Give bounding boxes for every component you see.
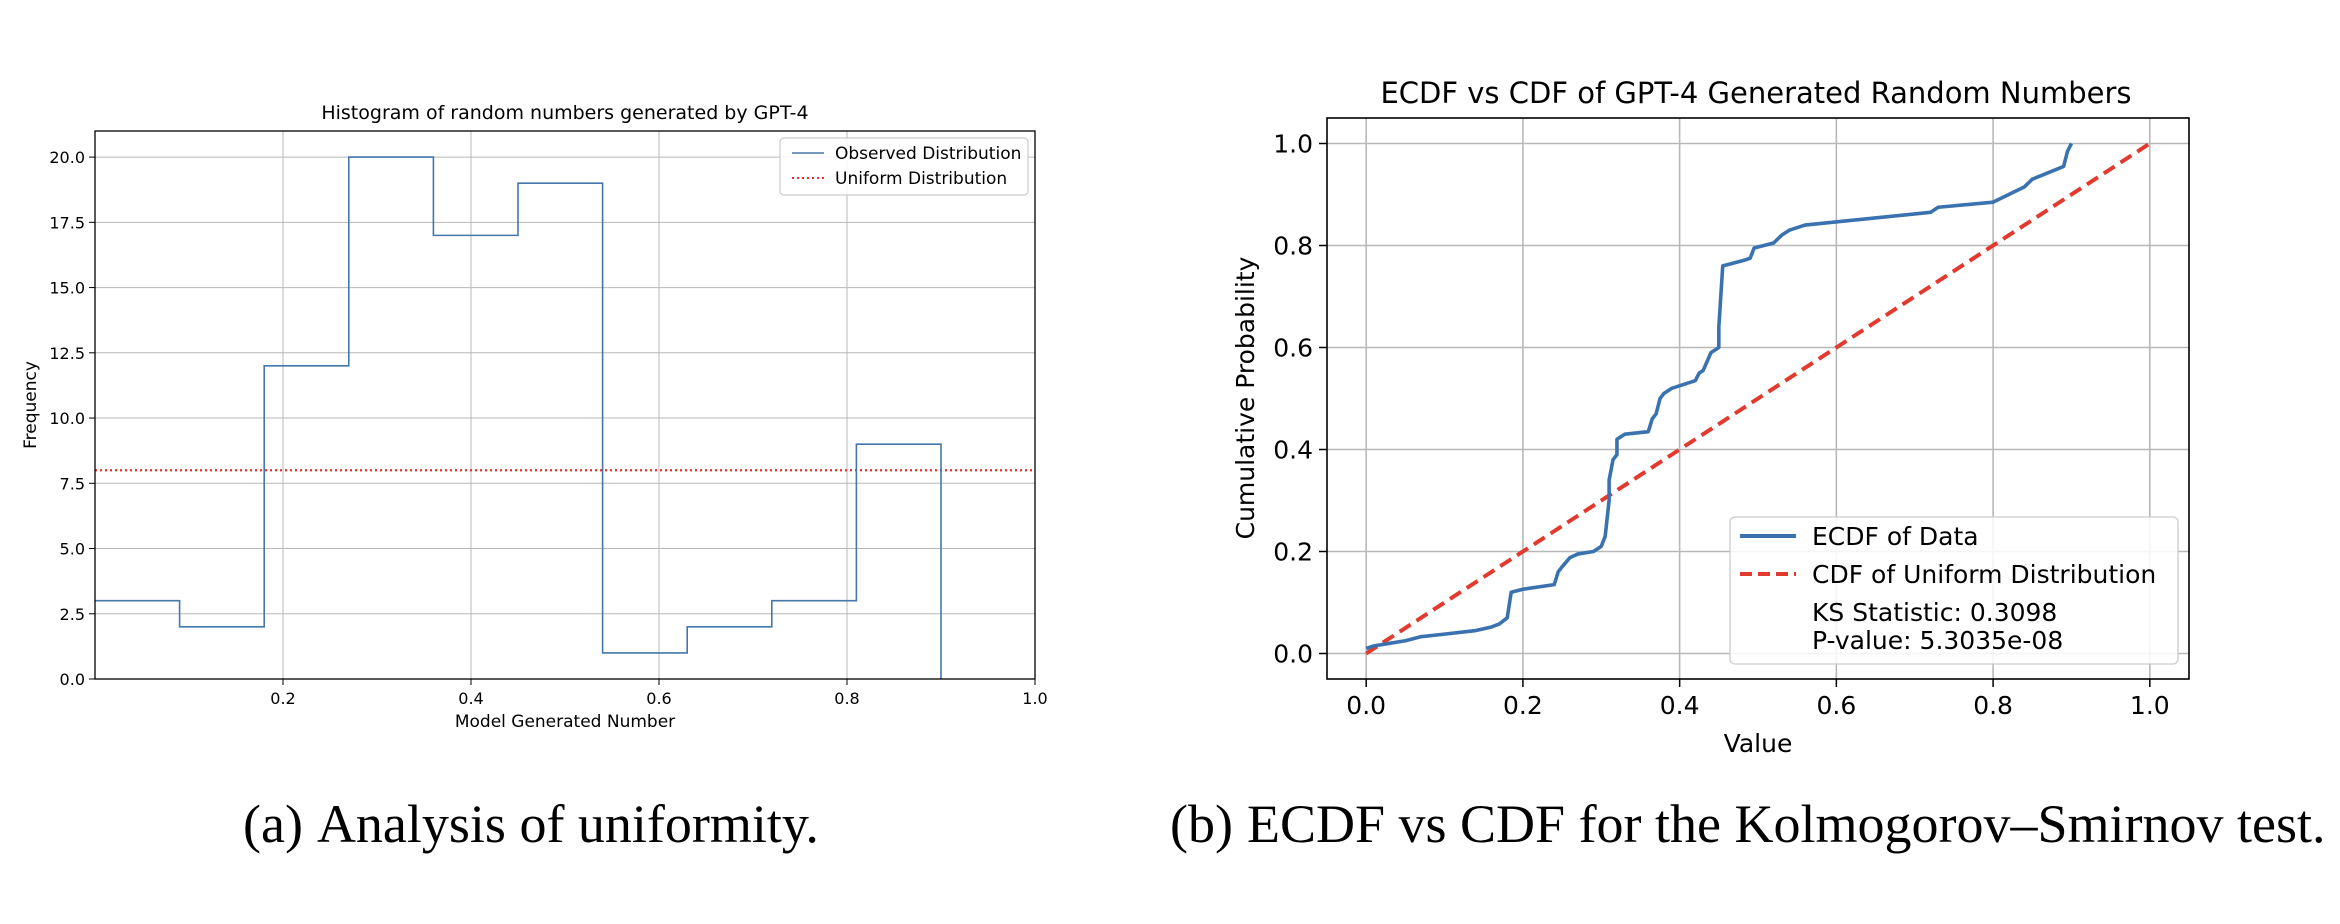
ecdf-ylabel: Cumulative Probability bbox=[1231, 256, 1260, 539]
x-tick-label: 0.8 bbox=[1973, 691, 2013, 720]
ecdf-series bbox=[1365, 141, 2151, 656]
ecdf-xlabel: Value bbox=[1724, 729, 1793, 758]
y-tick-label: 0.6 bbox=[1273, 334, 1313, 363]
caption-b-label: (b) bbox=[1170, 794, 1233, 854]
y-tick-label: 17.5 bbox=[49, 213, 85, 232]
uniform-cdf-line bbox=[1365, 141, 2151, 656]
x-tick-label: 0.0 bbox=[1346, 691, 1386, 720]
histogram-gridlines bbox=[95, 131, 1036, 680]
x-tick-label: 0.4 bbox=[1660, 691, 1700, 720]
ecdf-legend: ECDF of Data CDF of Uniform Distribution… bbox=[1729, 516, 2179, 665]
histogram-chart: Histogram of random numbers generated by… bbox=[21, 102, 1048, 732]
legend-ecdf-label: ECDF of Data bbox=[1812, 522, 1979, 551]
y-tick-label: 20.0 bbox=[49, 148, 85, 167]
y-tick-label: 0.8 bbox=[1273, 232, 1313, 261]
x-tick-label: 1.0 bbox=[2130, 691, 2170, 720]
caption-a-label: (a) bbox=[243, 794, 303, 854]
ks-statistic-annotation: KS Statistic: 0.3098 bbox=[1812, 598, 2057, 627]
y-tick-label: 10.0 bbox=[49, 409, 85, 428]
ecdf-title: ECDF vs CDF of GPT-4 Generated Random Nu… bbox=[1380, 76, 2131, 110]
y-tick-label: 0.0 bbox=[60, 670, 85, 689]
histogram-ylabel: Frequency bbox=[21, 361, 41, 449]
legend-cdf-label: CDF of Uniform Distribution bbox=[1812, 560, 2156, 589]
ecdf-ticks: 0.0 0.2 0.4 0.6 0.8 1.0 0.0 0.2 0.4 0.6 0.8 1.0 bbox=[1273, 130, 2169, 721]
x-tick-label: 0.6 bbox=[646, 689, 671, 708]
histogram-xlabel: Model Generated Number bbox=[455, 712, 675, 732]
ecdf-line bbox=[1365, 142, 2074, 651]
caption-a: (a) Analysis of uniformity. bbox=[243, 792, 819, 856]
y-tick-label: 1.0 bbox=[1273, 130, 1313, 159]
histogram-legend-box bbox=[779, 137, 1029, 196]
legend-observed-label: Observed Distribution bbox=[835, 144, 1021, 164]
ecdf-legend-box bbox=[1729, 516, 2179, 665]
y-tick-label: 2.5 bbox=[60, 605, 85, 624]
histogram-plot-frame bbox=[94, 130, 1036, 680]
x-tick-label: 0.2 bbox=[1503, 691, 1543, 720]
observed-distribution-step bbox=[95, 156, 942, 679]
y-tick-label: 15.0 bbox=[49, 279, 85, 298]
histogram-series bbox=[95, 156, 1035, 679]
y-tick-label: 7.5 bbox=[60, 474, 85, 493]
x-tick-label: 0.2 bbox=[270, 689, 295, 708]
y-tick-label: 12.5 bbox=[49, 344, 85, 363]
y-tick-label: 5.0 bbox=[60, 540, 85, 559]
x-tick-label: 0.4 bbox=[458, 689, 483, 708]
caption-b-text: ECDF vs CDF for the Kolmogorov–Smirnov t… bbox=[1246, 794, 2326, 854]
caption-b: (b) ECDF vs CDF for the Kolmogorov–Smirno… bbox=[1170, 792, 2330, 856]
x-tick-label: 0.8 bbox=[834, 689, 859, 708]
histogram-legend: Observed Distribution Uniform Distributi… bbox=[779, 137, 1029, 196]
p-value-annotation: P-value: 5.3035e-08 bbox=[1812, 626, 2063, 655]
y-tick-label: 0.4 bbox=[1273, 436, 1313, 465]
legend-uniform-label: Uniform Distribution bbox=[835, 169, 1007, 189]
y-tick-label: 0.0 bbox=[1273, 640, 1313, 669]
y-tick-label: 0.2 bbox=[1273, 538, 1313, 567]
ecdf-plot-frame bbox=[1326, 117, 2190, 680]
histogram-title: Histogram of random numbers generated by… bbox=[321, 102, 808, 124]
x-tick-label: 1.0 bbox=[1022, 689, 1047, 708]
x-tick-label: 0.6 bbox=[1816, 691, 1856, 720]
caption-a-text: Analysis of uniformity. bbox=[316, 794, 819, 854]
ecdf-chart: ECDF vs CDF of GPT-4 Generated Random Nu… bbox=[1231, 76, 2190, 758]
histogram-ticks: 0.2 0.4 0.6 0.8 1.0 0.0 2.5 5.0 7.5 10.0 12.5 15.0 1… bbox=[49, 148, 1047, 708]
